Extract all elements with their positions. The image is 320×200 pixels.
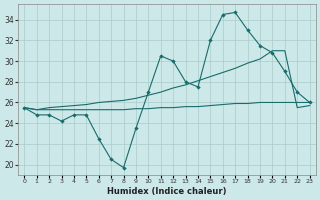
- X-axis label: Humidex (Indice chaleur): Humidex (Indice chaleur): [107, 187, 227, 196]
